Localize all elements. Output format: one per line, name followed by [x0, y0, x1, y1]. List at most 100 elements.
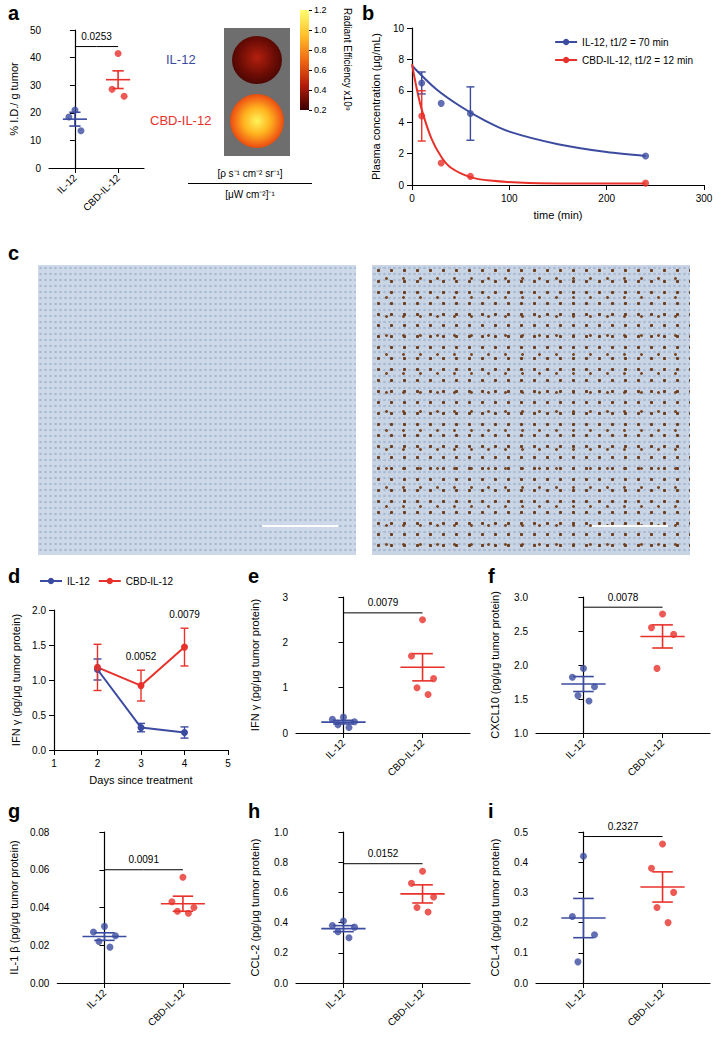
- svg-text:200: 200: [598, 193, 615, 204]
- svg-text:1.0: 1.0: [32, 675, 46, 686]
- svg-text:0.1: 0.1: [514, 947, 528, 958]
- html-text:CBD-IL-12: CBD-IL-12: [150, 113, 212, 128]
- svg-text:CBD-IL-12: CBD-IL-12: [81, 172, 122, 213]
- svg-text:1.5: 1.5: [32, 640, 46, 651]
- svg-text:1.0: 1.0: [514, 728, 528, 739]
- svg-text:4: 4: [398, 117, 404, 128]
- svg-text:IL-12: IL-12: [323, 737, 347, 761]
- svg-text:0.2: 0.2: [514, 917, 528, 928]
- svg-text:0.0079: 0.0079: [368, 597, 399, 608]
- svg-text:CXCL10 (pg/μg tumor protein): CXCL10 (pg/μg tumor protein): [489, 591, 501, 739]
- svg-text:0.5: 0.5: [32, 710, 46, 721]
- svg-text:time (min): time (min): [534, 209, 583, 221]
- svg-text:40: 40: [30, 52, 42, 63]
- html-text:e: e: [248, 565, 260, 587]
- svg-text:0.0: 0.0: [32, 745, 46, 756]
- svg-text:10: 10: [393, 23, 405, 34]
- svg-text:0.4: 0.4: [514, 857, 528, 868]
- svg-text:CCL-4 (pg/μg tumor protein): CCL-4 (pg/μg tumor protein): [489, 839, 501, 977]
- svg-text:2: 2: [282, 637, 288, 648]
- svg-text:0.0152: 0.0152: [368, 848, 399, 859]
- svg-text:CBD-IL-12: CBD-IL-12: [126, 576, 174, 587]
- svg-text:IL-12, t1/2 = 70 min: IL-12, t1/2 = 70 min: [582, 37, 668, 48]
- svg-text:100: 100: [501, 193, 518, 204]
- svg-text:CBD-IL-12: CBD-IL-12: [625, 987, 666, 1028]
- svg-text:0.2327: 0.2327: [608, 821, 639, 832]
- svg-text:0.0078: 0.0078: [608, 592, 639, 603]
- html-text:h: h: [248, 800, 261, 822]
- svg-text:IL-12: IL-12: [84, 987, 108, 1011]
- svg-text:IL-12: IL-12: [563, 737, 587, 761]
- svg-text:0.00: 0.00: [30, 978, 50, 989]
- svg-text:0.0: 0.0: [274, 978, 288, 989]
- html-text:IL-12: IL-12: [166, 52, 196, 67]
- svg-text:Days since treatment: Days since treatment: [89, 774, 192, 786]
- html-text:d: d: [8, 565, 21, 587]
- svg-text:0.0091: 0.0091: [128, 854, 159, 865]
- html-text:[ρ s⁻¹ cm⁻² sr⁻¹]: [ρ s⁻¹ cm⁻² sr⁻¹]: [217, 168, 283, 179]
- html-text:c: c: [8, 242, 20, 264]
- svg-text:CBD-IL-12: CBD-IL-12: [146, 987, 187, 1028]
- svg-text:0.2: 0.2: [274, 947, 288, 958]
- svg-text:3: 3: [138, 758, 144, 769]
- html-text:b: b: [362, 2, 375, 24]
- svg-text:0.4: 0.4: [274, 917, 288, 928]
- svg-text:CBD-IL-12, t1/2 = 12 min: CBD-IL-12, t1/2 = 12 min: [582, 55, 693, 66]
- svg-text:0.0052: 0.0052: [126, 651, 157, 662]
- svg-text:300: 300: [696, 193, 713, 204]
- svg-text:30: 30: [30, 80, 42, 91]
- svg-text:IL-12: IL-12: [563, 987, 587, 1011]
- svg-text:0: 0: [282, 728, 288, 739]
- svg-text:2: 2: [398, 148, 404, 159]
- svg-text:CBD-IL-12: CBD-IL-12: [385, 737, 426, 778]
- svg-text:0.02: 0.02: [30, 940, 50, 951]
- svg-text:CBD-IL-12: CBD-IL-12: [625, 737, 666, 778]
- svg-text:50: 50: [30, 25, 42, 36]
- svg-text:IFN γ (pg/μg tumor protein): IFN γ (pg/μg tumor protein): [10, 614, 22, 746]
- svg-text:1: 1: [282, 682, 288, 693]
- svg-text:1.5: 1.5: [514, 694, 528, 705]
- svg-text:3.0: 3.0: [514, 592, 528, 603]
- svg-text:4: 4: [182, 758, 188, 769]
- svg-text:3: 3: [282, 592, 288, 603]
- svg-text:0.06: 0.06: [30, 864, 50, 875]
- svg-text:10: 10: [30, 135, 42, 146]
- svg-text:IFN γ (pg/μg tumor protein): IFN γ (pg/μg tumor protein): [249, 599, 261, 731]
- svg-text:0.0079: 0.0079: [169, 609, 200, 620]
- svg-text:2.5: 2.5: [514, 626, 528, 637]
- svg-text:0.0: 0.0: [514, 978, 528, 989]
- html-text:1.0: 1.0: [314, 25, 327, 35]
- svg-text:5: 5: [225, 758, 231, 769]
- svg-text:0.3: 0.3: [514, 887, 528, 898]
- svg-text:8: 8: [398, 54, 404, 65]
- svg-text:0: 0: [398, 180, 404, 191]
- html-text:1.2: 1.2: [314, 5, 327, 15]
- svg-text:Plasma concentration (μg/mL): Plasma concentration (μg/mL): [370, 33, 382, 180]
- svg-text:% I.D./ g tumor: % I.D./ g tumor: [8, 62, 20, 136]
- svg-text:2: 2: [95, 758, 101, 769]
- svg-text:0.04: 0.04: [30, 902, 50, 913]
- svg-text:CBD-IL-12: CBD-IL-12: [385, 987, 426, 1028]
- svg-text:0.6: 0.6: [274, 887, 288, 898]
- html-text:Radiant Efficiency x10⁹: Radiant Efficiency x10⁹: [341, 8, 353, 111]
- svg-text:2.0: 2.0: [514, 660, 528, 671]
- svg-text:0.0253: 0.0253: [81, 31, 112, 42]
- svg-text:IL-12: IL-12: [55, 172, 79, 196]
- html-text:g: g: [8, 800, 21, 822]
- svg-text:0.5: 0.5: [514, 827, 528, 838]
- svg-text:20: 20: [30, 107, 42, 118]
- svg-text:0: 0: [409, 193, 415, 204]
- svg-text:6: 6: [398, 85, 404, 96]
- svg-text:1: 1: [51, 758, 57, 769]
- svg-text:2.0: 2.0: [32, 605, 46, 616]
- html-text:[μW cm⁻²]⁻¹: [μW cm⁻²]⁻¹: [225, 189, 275, 200]
- html-text:a: a: [8, 2, 20, 24]
- svg-text:0.8: 0.8: [274, 857, 288, 868]
- svg-text:CCL-2 (pg/μg tumor protein): CCL-2 (pg/μg tumor protein): [249, 839, 261, 977]
- svg-text:IL-12: IL-12: [323, 987, 347, 1011]
- svg-text:IL-12: IL-12: [67, 576, 90, 587]
- svg-text:1.0: 1.0: [274, 827, 288, 838]
- svg-text:IL-1 β (pg/μg tumor protein): IL-1 β (pg/μg tumor protein): [8, 840, 20, 974]
- svg-text:0.08: 0.08: [30, 827, 50, 838]
- svg-text:0: 0: [35, 163, 41, 174]
